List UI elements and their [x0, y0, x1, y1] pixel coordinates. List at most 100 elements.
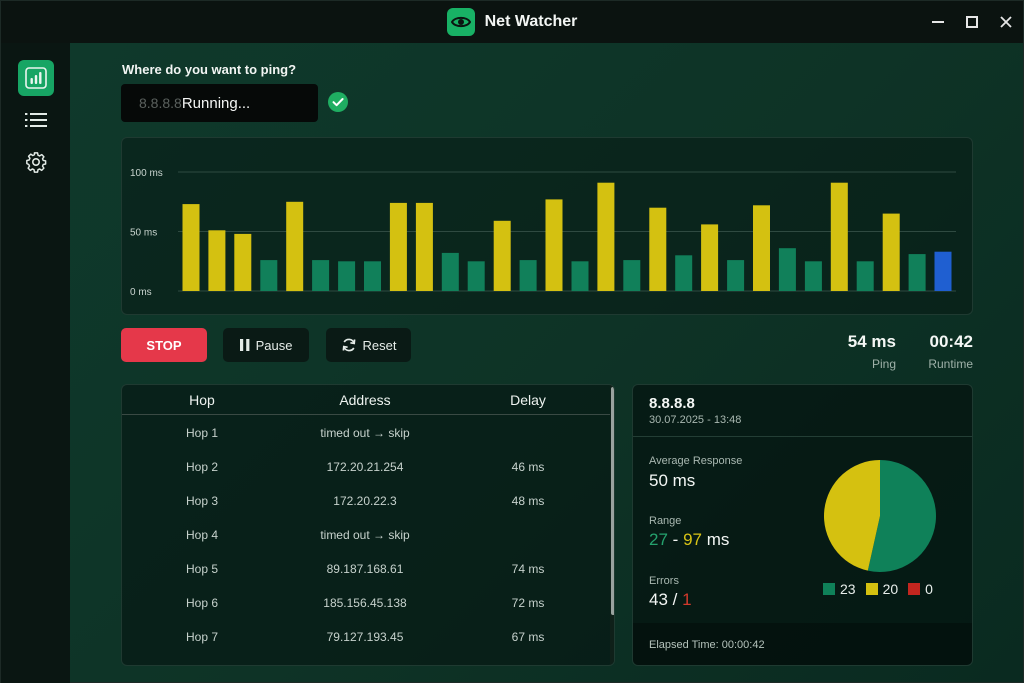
legend-swatch-yellow	[865, 583, 878, 595]
chart-bar	[545, 199, 563, 291]
average-response-label: Average Response	[649, 455, 743, 467]
list-icon	[25, 113, 47, 127]
ping-chart: 100 ms 50 ms 0 ms	[121, 137, 973, 315]
pause-button[interactable]: Pause	[223, 328, 309, 362]
delay-cell: 67 ms	[511, 630, 545, 644]
reset-button[interactable]: Reset	[326, 328, 411, 362]
range-value: 27 - 97 ms	[649, 530, 729, 550]
ping-label: Ping	[871, 357, 896, 371]
table-row[interactable]: Hop 6 185.156.45.138 72 ms	[122, 586, 610, 620]
chart-bar	[208, 230, 226, 291]
chart-bar	[441, 252, 459, 291]
chart-bar	[934, 251, 952, 291]
runtime-value: 00:42	[929, 332, 973, 351]
column-header-hop[interactable]: Hop	[189, 391, 215, 408]
column-header-address[interactable]: Address	[339, 391, 391, 408]
legend-value-green: 23	[840, 581, 856, 597]
app-title-group: Net Watcher	[446, 8, 578, 36]
chart-bar	[415, 202, 433, 291]
pause-icon	[239, 339, 249, 351]
chart-bar	[908, 254, 926, 291]
y-tick-label: 0 ms	[130, 287, 152, 298]
chart-bar	[312, 260, 330, 291]
table-row[interactable]: Hop 2 172.20.21.254 46 ms	[122, 450, 610, 484]
check-circle-icon	[328, 92, 348, 112]
scrollbar-thumb[interactable]	[611, 387, 614, 615]
chart-bar	[467, 261, 485, 292]
delay-cell: 74 ms	[511, 562, 545, 576]
legend-item-yellow: 20	[865, 581, 899, 597]
stop-button-label: STOP	[146, 337, 182, 353]
gear-icon	[26, 152, 47, 173]
pause-button-label: Pause	[255, 337, 293, 353]
chart-bar	[727, 260, 745, 291]
reset-button-label: Reset	[362, 337, 397, 353]
legend-value-yellow: 20	[882, 581, 899, 597]
delay-cell: 46 ms	[511, 460, 545, 474]
summary-card: 8.8.8.8 30.07.2025 - 13:48 Average Respo…	[632, 384, 973, 666]
host-datetime: 30.07.2025 - 13:48	[649, 414, 742, 426]
address-cell: 89.187.168.61	[326, 562, 404, 576]
hops-table-header: Hop Address Delay	[122, 385, 610, 415]
runtime-label: Runtime	[928, 357, 973, 371]
hops-table: Hop Address Delay Hop 1 timed out → skip…	[121, 384, 615, 666]
hop-cell: Hop 7	[185, 630, 219, 644]
chart-bar	[597, 182, 615, 291]
sidebar-item-settings[interactable]	[18, 144, 54, 180]
address-cell: 172.20.21.254	[326, 460, 404, 474]
chart-bar	[701, 224, 719, 291]
column-header-delay[interactable]: Delay	[510, 391, 546, 408]
table-row[interactable]: Hop 3 172.20.22.3 48 ms	[122, 484, 610, 518]
chart-bar	[338, 261, 356, 292]
chart-bar	[830, 182, 848, 291]
table-row[interactable]: Hop 4 timed out → skip	[122, 518, 610, 552]
refresh-icon	[342, 338, 355, 352]
hop-cell: Hop 5	[185, 562, 219, 576]
minimize-icon	[932, 21, 944, 23]
chart-bar	[260, 260, 278, 291]
range-min: 27	[649, 530, 668, 549]
chart-bar	[804, 261, 822, 292]
ping-status-text: Running...	[181, 94, 251, 112]
errors-label: Errors	[649, 575, 679, 587]
range-label: Range	[649, 515, 682, 527]
close-button[interactable]	[989, 1, 1023, 43]
close-icon	[1000, 16, 1012, 28]
ping-target-label: Where do you want to ping?	[122, 62, 297, 77]
elapsed-time-text: Elapsed Time: 00:00:42	[649, 639, 765, 651]
y-tick-label: 50 ms	[130, 228, 157, 239]
window-controls	[921, 1, 1023, 43]
sidebar	[1, 43, 70, 683]
response-pie-chart	[823, 460, 936, 572]
pie-legend: 23 20 0	[823, 581, 933, 597]
table-row[interactable]: Hop 1 timed out → skip	[122, 416, 610, 450]
pie-slice	[823, 460, 880, 571]
chart-bar	[286, 201, 304, 292]
stop-button[interactable]: STOP	[121, 328, 207, 362]
ping-value: 54 ms	[847, 332, 896, 351]
hop-cell: Hop 6	[185, 596, 219, 610]
legend-value-red: 0	[925, 581, 933, 597]
hops-scrollbar[interactable]	[610, 385, 614, 665]
address-cell: 185.156.45.138	[323, 596, 407, 610]
ping-target-input[interactable]: 8.8.8.8 Running...	[121, 84, 318, 122]
range-separator: -	[672, 530, 679, 549]
chart-bar	[675, 255, 693, 291]
y-tick-label: 100 ms	[130, 168, 163, 179]
sidebar-item-dashboard[interactable]	[18, 60, 54, 96]
app-name: Net Watcher	[484, 13, 578, 30]
pie-slice	[867, 460, 936, 572]
address-cell: timed out → skip	[320, 426, 410, 440]
sidebar-item-list[interactable]	[18, 102, 54, 138]
maximize-button[interactable]	[955, 1, 989, 43]
chart-bar	[623, 260, 641, 291]
legend-swatch-red	[908, 583, 921, 595]
card-divider	[633, 436, 972, 437]
hop-cell: Hop 1	[185, 426, 219, 440]
legend-swatch-green	[823, 583, 835, 595]
table-row[interactable]: Hop 7 79.127.193.45 67 ms	[122, 620, 610, 654]
delay-cell: 72 ms	[511, 596, 545, 610]
bar-chart-icon	[25, 67, 47, 89]
minimize-button[interactable]	[921, 1, 955, 43]
table-row[interactable]: Hop 5 89.187.168.61 74 ms	[122, 552, 610, 586]
